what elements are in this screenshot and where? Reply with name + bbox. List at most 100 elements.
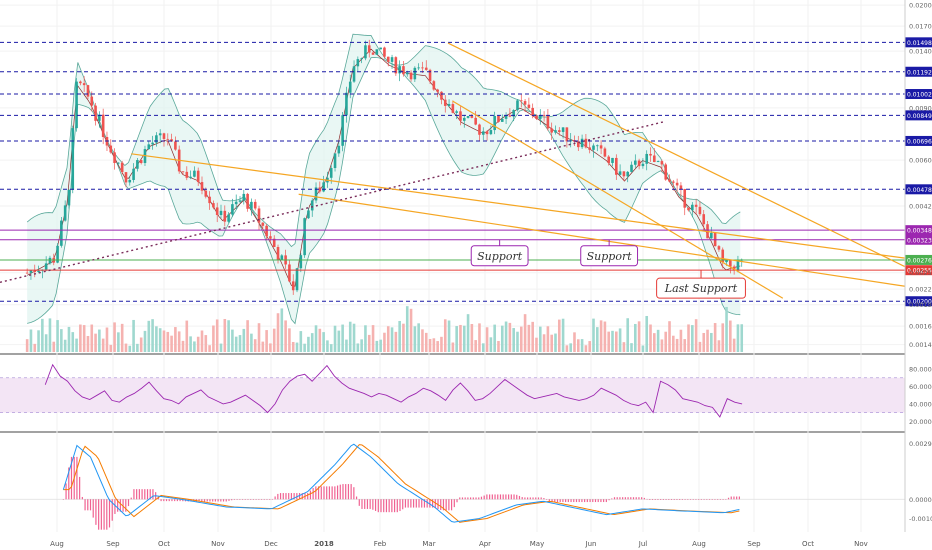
macd-histogram-bar [293,493,295,500]
volume-bar [455,326,458,352]
candle-body [561,127,565,132]
macd-histogram-bar [171,499,173,502]
price-tick-label: 0.001950 [909,301,932,309]
volume-bar [299,331,303,352]
macd-histogram-bar [380,499,382,513]
volume-bar [158,328,162,352]
candle-body [200,182,204,191]
volume-bar [276,313,280,352]
volume-bar [516,331,519,352]
volume-bar [683,339,687,352]
macd-histogram-bar [339,484,341,500]
candle-body [668,179,671,182]
macd-histogram-bar [138,489,140,500]
macd-histogram-bar [624,497,626,500]
macd-histogram-bar [459,497,461,500]
volume-bar [341,324,344,352]
volume-bar [489,337,493,352]
macd-histogram-bar [103,499,105,530]
macd-histogram-bar [260,499,263,500]
macd-histogram-bar [274,496,276,500]
rsi-tick-label: 40.0000 [909,400,932,408]
x-tick-label: Aug [50,540,64,548]
macd-histogram-bar [285,493,287,500]
volume-bar [261,341,265,352]
macd-histogram-bar [478,497,480,500]
macd-histogram-bar [676,499,678,500]
candle-body [637,160,641,167]
volume-bar [71,332,75,352]
macd-histogram-bar [76,456,78,500]
volume-bar [462,325,466,352]
candle-body [622,171,626,177]
volume-bar [265,330,268,352]
volume-bar [166,331,170,352]
macd-histogram-bar [372,499,374,510]
candle-body [698,206,702,215]
volume-bar [527,324,531,352]
volume-bar [656,329,660,352]
macd-histogram-bar [100,499,102,530]
macd-histogram-bar [279,493,282,500]
candle-body [174,141,177,150]
price-tick-label: 0.014000 [909,48,932,56]
macd-histogram-bar [619,497,621,500]
macd-histogram-bar [486,494,488,500]
macd-histogram-bar [483,495,485,500]
volume-bar [364,325,367,352]
macd-histogram-bar [298,493,301,500]
macd-histogram-bar [364,499,366,509]
candle-body [725,260,728,263]
macd-histogram-bar [605,499,607,503]
candle-body [37,270,40,273]
candle-body [417,67,420,69]
volume-bar [151,319,154,352]
candle-body [546,115,550,129]
candle-body [664,164,668,180]
candle-body [538,114,542,119]
candle-body [432,81,436,90]
macd-histogram-bar [163,499,165,502]
x-tick-label: Sep [747,540,761,548]
volume-bar [721,323,725,352]
macd-histogram-bar [635,497,637,500]
volume-bar [732,338,736,352]
volume-bar [360,339,363,352]
volume-bar [459,324,462,352]
macd-histogram-bar [611,498,613,500]
volume-bar [79,324,82,352]
volume-bar [117,332,120,352]
macd-histogram-bar [516,494,518,500]
volume-bar [580,339,584,352]
macd-histogram-bar [627,497,629,500]
price-tick-label: 0.009000 [909,104,932,112]
macd-histogram-bar [402,499,404,510]
candle-body [139,160,143,164]
candle-body [645,153,649,164]
x-tick-label: May [530,540,544,548]
x-tick-label: Feb [374,540,387,548]
macd-histogram-bar [353,487,355,500]
candle-body [185,171,189,178]
x-tick-label: Dec [264,540,278,548]
trendline-rising-dotted [0,120,666,284]
volume-bar [554,333,557,352]
volume-bar [345,339,348,352]
volume-bar [143,330,147,352]
annotation-text: Support [477,250,523,263]
macd-histogram-bar [415,499,417,508]
macd-histogram-bar [239,499,241,500]
macd-histogram-bar [464,497,466,500]
macd-histogram-bar [730,496,732,500]
candle-body [132,168,135,180]
volume-bar [428,338,432,352]
candle-body [33,270,37,273]
price-tick-label: 0.006000 [909,157,932,165]
macd-histogram-bar [717,499,719,500]
candle-body [588,147,591,150]
macd-histogram-bar [106,499,108,530]
volume-bar [82,325,86,352]
volume-bar [421,329,424,352]
